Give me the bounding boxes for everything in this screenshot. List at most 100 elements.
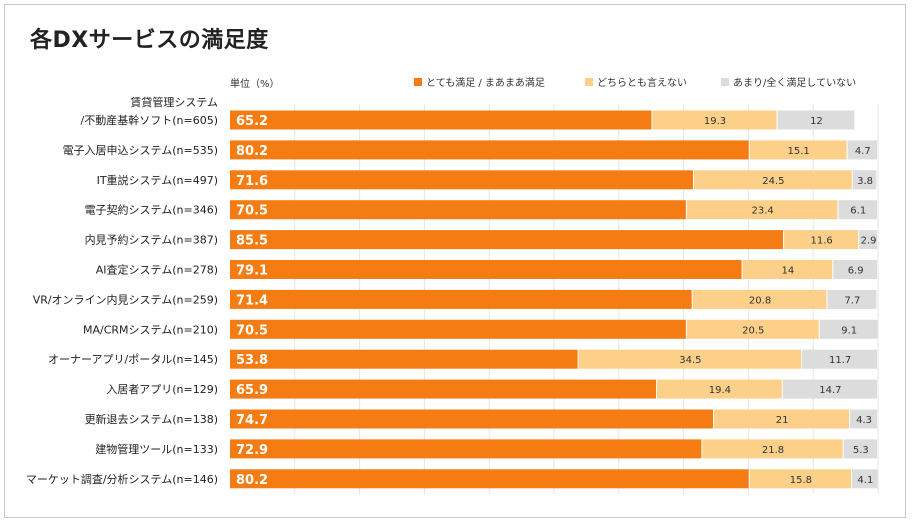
data-label: 80.2 <box>236 473 268 488</box>
data-label: 34.5 <box>679 355 701 366</box>
bar-segment-neutral <box>693 170 852 190</box>
data-label: 4.7 <box>855 146 871 157</box>
data-label: 20.5 <box>742 325 764 336</box>
bar-segment-neutral <box>686 319 819 339</box>
data-label: 24.5 <box>762 176 784 187</box>
bar-segment-unsatisfied <box>852 469 878 489</box>
category-label: VR/オンライン内見システム(n=259) <box>33 292 218 306</box>
bar-segment-unsatisfied <box>777 110 855 130</box>
data-label: 11.7 <box>829 355 851 366</box>
legend-label-unsatisfied: あまり/全く満足していない <box>733 78 857 89</box>
data-label: 80.2 <box>236 144 268 159</box>
bar-segment-neutral <box>749 469 852 489</box>
category-label: 建物管理ツール(n=133) <box>95 442 218 456</box>
bar-segment-satisfied <box>230 230 784 250</box>
category-label: MA/CRMシステム(n=210) <box>83 323 218 336</box>
data-label: 71.6 <box>236 174 268 189</box>
data-label: 19.3 <box>704 116 726 127</box>
bar-segment-unsatisfied <box>802 349 877 369</box>
data-label: 20.8 <box>749 295 771 306</box>
bar-segment-neutral <box>749 140 847 160</box>
bar-segment-unsatisfied <box>838 200 877 220</box>
bar-segment-neutral <box>692 289 827 309</box>
category-label: IT重説システム(n=497) <box>97 173 218 187</box>
data-label: 6.1 <box>850 206 866 217</box>
bar-segment-neutral <box>686 200 838 220</box>
legend-item-satisfied: とても満足 / まあまあ満足 <box>414 74 545 89</box>
bar-segment-unsatisfied <box>833 260 877 279</box>
bar-segment-satisfied <box>230 140 749 160</box>
bar-segment-unsatisfied <box>850 409 877 429</box>
bar-segment-satisfied <box>230 289 692 309</box>
bar-segment-satisfied <box>230 469 749 489</box>
category-label: /不動産基幹ソフト(n=605) <box>81 113 218 127</box>
data-label: 14.7 <box>819 385 841 396</box>
category-label: AI査定システム(n=278) <box>96 263 218 277</box>
legend-swatch-satisfied <box>414 77 422 86</box>
bar-segment-unsatisfied <box>827 289 877 309</box>
category-label: 更新退去システム(n=138) <box>85 412 218 426</box>
data-label: 14 <box>782 266 795 277</box>
unit-label: 単位（%） <box>230 79 280 90</box>
data-label: 74.7 <box>236 413 268 428</box>
bar-segment-satisfied <box>230 409 714 429</box>
bar-segment-unsatisfied <box>782 379 877 399</box>
bar-segment-unsatisfied <box>847 140 877 160</box>
data-label: 12 <box>810 116 823 127</box>
bar-segment-unsatisfied <box>859 230 877 250</box>
category-label: 電子契約システム(n=346) <box>85 203 218 217</box>
data-label: 9.1 <box>841 325 857 336</box>
data-label: 21.8 <box>762 445 784 456</box>
bar-segment-satisfied <box>230 170 693 190</box>
bar-segment-neutral <box>657 379 782 399</box>
bar-segment-neutral <box>784 230 859 250</box>
legend-label-neutral: どちらとも言えない <box>597 78 687 89</box>
data-label: 5.3 <box>853 445 869 456</box>
data-label: 21 <box>776 415 789 426</box>
data-label: 3.8 <box>857 176 873 187</box>
legend-swatch-neutral <box>585 77 593 86</box>
data-label: 71.4 <box>236 293 268 308</box>
bar-segment-neutral <box>742 260 833 279</box>
chart-title: 各DXサービスの満足度 <box>30 28 269 53</box>
data-label: 15.1 <box>787 146 809 157</box>
data-label: 70.5 <box>236 323 268 338</box>
category-label: 賃貸管理システム <box>130 95 218 109</box>
legend-item-neutral: どちらとも言えない <box>585 74 687 89</box>
bar-segment-satisfied <box>230 439 702 459</box>
data-label: 6.9 <box>848 266 864 277</box>
data-label: 79.1 <box>236 264 268 279</box>
data-label: 72.9 <box>236 443 268 458</box>
data-label: 65.2 <box>236 114 268 129</box>
bar-segment-neutral <box>652 110 777 130</box>
bar-segment-neutral <box>714 409 850 429</box>
data-label: 70.5 <box>236 204 268 219</box>
bar-segment-satisfied <box>230 349 578 369</box>
category-label: 入居者アプリ(n=129) <box>106 383 218 396</box>
bar-segment-satisfied <box>230 319 686 339</box>
data-label: 7.7 <box>844 295 860 306</box>
legend-label-satisfied: とても満足 / まあまあ満足 <box>426 78 545 89</box>
bar-segment-neutral <box>578 349 802 369</box>
data-label: 4.1 <box>857 475 873 486</box>
category-label: オーナーアプリ/ポータル(n=145) <box>48 353 218 366</box>
data-label: 23.4 <box>752 206 774 217</box>
category-label: 内見予約システム(n=387) <box>85 233 218 247</box>
data-label: 11.6 <box>810 236 832 247</box>
legend-item-unsatisfied: あまり/全く満足していない <box>721 74 856 89</box>
category-label: 電子入居申込システム(n=535) <box>63 144 218 157</box>
data-label: 53.8 <box>236 353 268 368</box>
bar-segment-satisfied <box>230 110 652 130</box>
legend-swatch-unsatisfied <box>721 77 729 86</box>
bar-segment-satisfied <box>230 260 742 279</box>
bar-segment-neutral <box>702 439 843 459</box>
bar-segment-unsatisfied <box>843 439 877 459</box>
data-label: 19.4 <box>709 385 731 396</box>
bar-segment-satisfied <box>230 200 686 220</box>
bar-segment-unsatisfied <box>852 170 877 190</box>
data-label: 85.5 <box>236 234 268 249</box>
data-label: 65.9 <box>236 383 268 398</box>
data-label: 2.9 <box>861 236 877 247</box>
bar-segment-unsatisfied <box>819 319 878 339</box>
